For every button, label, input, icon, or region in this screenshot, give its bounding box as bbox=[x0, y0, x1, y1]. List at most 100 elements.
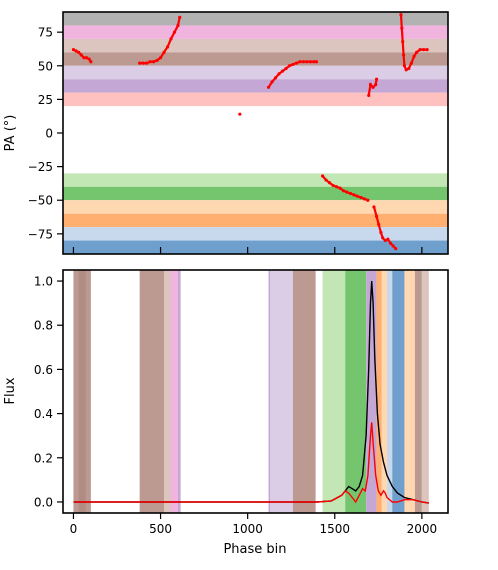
flux-series bbox=[73, 280, 429, 504]
flux-region-17 bbox=[414, 270, 422, 513]
pa-point-7-3 bbox=[401, 53, 406, 57]
pa-point-4-12 bbox=[362, 197, 366, 201]
pa-y-tick-label: 75 bbox=[38, 26, 53, 40]
pa-point-6-6 bbox=[386, 237, 390, 241]
pa-axis-label: PA (°) bbox=[3, 115, 18, 152]
pa-point-3-0 bbox=[266, 85, 271, 89]
pa-band-10 bbox=[63, 213, 448, 228]
pa-bands bbox=[63, 12, 448, 254]
pa-point-3-3 bbox=[277, 72, 281, 76]
pa-point-6-8 bbox=[391, 244, 395, 248]
pa-point-3-11 bbox=[305, 60, 309, 64]
flux-region-16 bbox=[404, 270, 415, 513]
flux-region-8 bbox=[292, 270, 316, 513]
pa-point-1-7 bbox=[162, 50, 166, 54]
flux-axis-label: Flux bbox=[3, 377, 18, 404]
pa-point-1-12 bbox=[178, 15, 182, 19]
pa-point-3-4 bbox=[280, 69, 285, 73]
pa-y-tick-label: 25 bbox=[38, 93, 53, 107]
pa-y-tick-label: −75 bbox=[28, 227, 53, 241]
pa-point-4-1 bbox=[324, 178, 328, 182]
pa-point-5-4 bbox=[374, 77, 379, 81]
pa-point-7-7 bbox=[409, 61, 414, 65]
pa-point-4-10 bbox=[355, 194, 360, 198]
pa-point-1-8 bbox=[165, 45, 170, 49]
pa-y-ticks: 75 50 25 0 −25 −50 −75 bbox=[28, 26, 63, 241]
pa-point-4-2 bbox=[327, 181, 332, 185]
pa-band-6 bbox=[63, 92, 448, 107]
pa-point-3-8 bbox=[294, 61, 299, 65]
pa-band-7 bbox=[63, 173, 448, 187]
pa-point-5-1 bbox=[368, 83, 373, 87]
pa-series-line-6 bbox=[372, 206, 397, 250]
flux-region-10 bbox=[345, 270, 367, 513]
pa-y-tick-label: −25 bbox=[28, 160, 53, 174]
pa-y-tick-label: −50 bbox=[28, 194, 53, 208]
pa-y-tick-label: 0 bbox=[45, 127, 53, 141]
flux-region-1 bbox=[78, 270, 86, 513]
pa-point-1-10 bbox=[172, 30, 177, 34]
flux-region-13 bbox=[381, 270, 388, 513]
pa-point-6-3 bbox=[379, 230, 383, 235]
pa-point-4-9 bbox=[352, 193, 356, 197]
flux-y-ticks: 0.0 0.2 0.4 0.6 0.8 1.0 bbox=[34, 275, 63, 509]
pa-point-5-2 bbox=[371, 85, 375, 89]
flux-y-tick-label: 0.8 bbox=[34, 319, 53, 333]
pa-point-6-9 bbox=[394, 247, 398, 251]
pa-band-11 bbox=[63, 227, 448, 241]
flux-x-ticks: 0 500 1000 1500 2000 bbox=[70, 513, 437, 536]
pa-point-0-0 bbox=[71, 48, 76, 52]
pa-point-7-11 bbox=[422, 48, 426, 52]
pa-point-2-0 bbox=[238, 112, 242, 116]
pa-point-6-7 bbox=[388, 241, 393, 245]
pa-x-ticks bbox=[72, 247, 423, 254]
pa-point-7-0 bbox=[399, 13, 403, 17]
flux-regions bbox=[73, 270, 429, 513]
pa-band-2 bbox=[63, 38, 448, 53]
flux-region-9 bbox=[322, 270, 346, 513]
pa-point-1-5 bbox=[155, 58, 159, 63]
pa-point-4-5 bbox=[338, 186, 342, 190]
pa-point-7-6 bbox=[407, 66, 411, 71]
pa-point-6-2 bbox=[377, 222, 381, 227]
pa-point-7-8 bbox=[412, 54, 416, 58]
flux-region-2 bbox=[139, 270, 165, 513]
pa-band-5 bbox=[63, 79, 448, 93]
pa-band-8 bbox=[63, 186, 448, 201]
pa-series bbox=[71, 13, 429, 251]
pa-point-6-4 bbox=[381, 236, 385, 240]
pa-point-0-1 bbox=[74, 49, 78, 53]
pa-point-3-5 bbox=[284, 66, 288, 71]
pa-point-7-9 bbox=[415, 50, 419, 54]
pa-point-6-5 bbox=[383, 238, 387, 243]
pa-point-3-12 bbox=[308, 60, 312, 64]
flux-region-3 bbox=[164, 270, 172, 513]
pa-point-7-4 bbox=[402, 64, 407, 68]
pa-point-1-2 bbox=[145, 61, 149, 65]
flux-axes-frame bbox=[62, 269, 449, 514]
flux-region-7 bbox=[270, 270, 293, 513]
pa-point-4-4 bbox=[334, 185, 339, 189]
pa-point-5-0 bbox=[367, 93, 371, 97]
pa-point-1-1 bbox=[141, 61, 145, 65]
pa-point-7-1 bbox=[400, 26, 404, 30]
flux-x-tick-label: 1500 bbox=[319, 522, 350, 536]
flux-x-tick-label: 0 bbox=[70, 522, 78, 536]
pa-point-3-10 bbox=[301, 60, 306, 64]
pa-band-9 bbox=[63, 200, 448, 214]
flux-panel: 0.0 0.2 0.4 0.6 0.8 1.0 0 500 1000 1500 2000 Flux… bbox=[3, 269, 449, 557]
pa-point-0-2 bbox=[77, 50, 81, 54]
pa-point-1-0 bbox=[138, 61, 142, 65]
pa-point-6-0 bbox=[372, 205, 376, 209]
flux-region-11 bbox=[366, 270, 377, 513]
flux-region-12 bbox=[376, 270, 382, 513]
pa-point-0-5 bbox=[84, 56, 89, 60]
pa-point-3-9 bbox=[298, 60, 302, 64]
pa-point-6-1 bbox=[374, 214, 379, 218]
pa-band-3 bbox=[63, 52, 448, 66]
pa-point-3-6 bbox=[287, 64, 292, 68]
pa-point-0-4 bbox=[82, 56, 86, 60]
pa-point-7-12 bbox=[425, 48, 429, 52]
pa-point-4-11 bbox=[359, 195, 363, 200]
